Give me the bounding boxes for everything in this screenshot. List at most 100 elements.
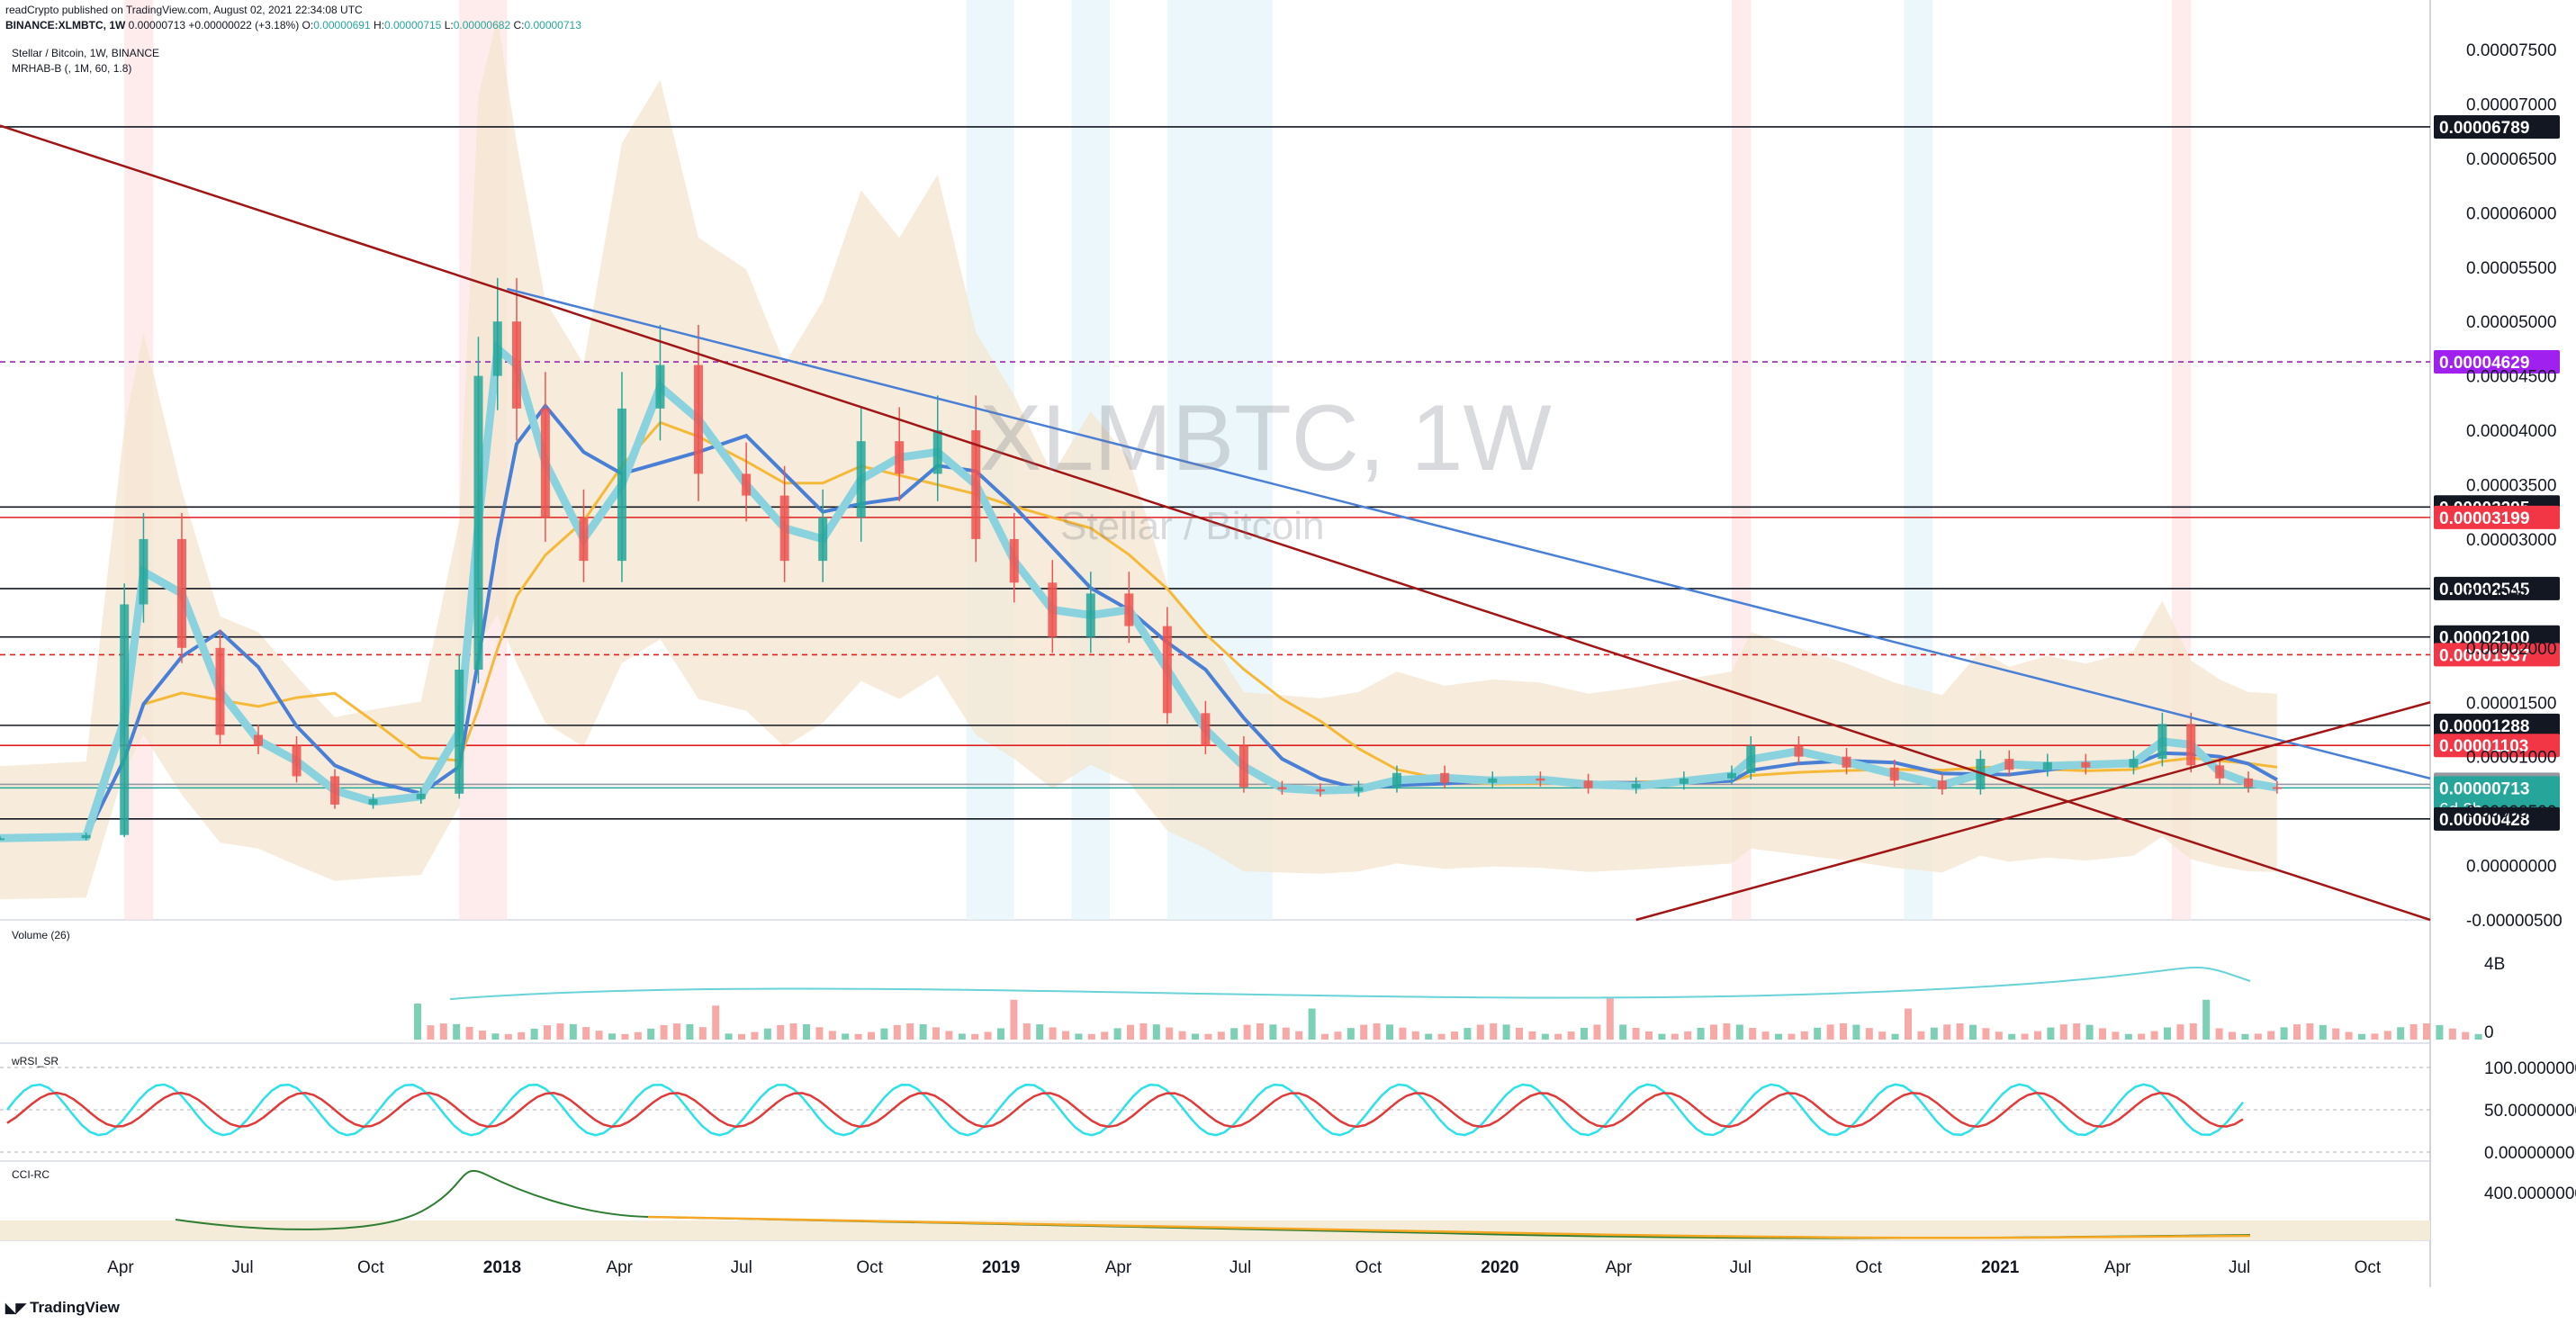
- candle-body: [1889, 767, 1899, 781]
- candle-body: [330, 776, 340, 805]
- legend-title[interactable]: Stellar / Bitcoin, 1W, BINANCE: [12, 47, 160, 59]
- volume-bar: [2423, 1023, 2430, 1040]
- candle-body: [1048, 582, 1058, 637]
- cci-pane-title[interactable]: CCI-RC: [12, 1168, 50, 1181]
- level-label-box: [2434, 643, 2560, 667]
- candle-body: [1162, 626, 1172, 714]
- candle-body: [2157, 724, 2167, 760]
- candle-body: [1315, 788, 1325, 792]
- volume-bar: [595, 1031, 603, 1040]
- volume-bar: [1127, 1024, 1134, 1040]
- volume-bar: [1178, 1031, 1186, 1040]
- volume-bar: [2371, 1033, 2379, 1040]
- volume-bar: [2034, 1031, 2041, 1040]
- volume-bar: [1217, 1031, 1225, 1040]
- volume-bar: [1567, 1031, 1575, 1040]
- volume-bar: [2112, 1031, 2120, 1040]
- candle-body: [492, 321, 502, 376]
- volume-bar: [2293, 1024, 2301, 1040]
- volume-bar: [1891, 1033, 1899, 1040]
- price-change: +0.00000022 (+3.18%): [188, 19, 300, 32]
- volume-bar: [1645, 1031, 1653, 1040]
- volume-bar: [2462, 1031, 2470, 1040]
- time-tick-label: Jul: [731, 1258, 752, 1277]
- volume-bar: [2241, 1033, 2249, 1040]
- level-label: 0.00001288: [2439, 717, 2529, 736]
- volume-bar: [1502, 1024, 1510, 1040]
- volume-bar: [2176, 1024, 2184, 1040]
- rsi-tick-label: 100.00000000: [2484, 1059, 2576, 1078]
- open-value: 0.00000691: [313, 19, 371, 32]
- volume-bar: [530, 1028, 538, 1040]
- volume-bar: [1347, 1028, 1355, 1040]
- price-tick-label: 0.00001500: [2466, 694, 2556, 713]
- volume-bar: [842, 1033, 850, 1040]
- volume-bar: [1619, 1024, 1627, 1040]
- volume-bar: [1101, 1031, 1109, 1040]
- volume-bar: [647, 1028, 655, 1040]
- volume-bar: [1230, 1028, 1238, 1040]
- volume-bar: [1087, 1033, 1095, 1040]
- volume-bar: [1840, 1023, 1847, 1040]
- volume-bar: [2397, 1027, 2405, 1040]
- volume-bar: [1516, 1027, 1523, 1040]
- volume-bar: [1684, 1031, 1692, 1040]
- volume-bar: [2229, 1031, 2236, 1040]
- candle-body: [1201, 713, 1211, 746]
- time-tick-label: Jul: [1730, 1258, 1752, 1277]
- level-label-box: [2434, 806, 2560, 831]
- volume-bar: [2409, 1023, 2418, 1040]
- volume-bar: [2448, 1028, 2456, 1040]
- candle-body: [1354, 787, 1364, 792]
- candle-body: [1277, 787, 1287, 789]
- volume-bar: [673, 1023, 680, 1040]
- volume-bar: [1010, 999, 1018, 1040]
- candle-body: [2186, 724, 2196, 766]
- volume-bar: [2085, 1024, 2094, 1040]
- candle-body: [693, 365, 703, 474]
- volume-bar: [751, 1031, 759, 1040]
- volume-bar: [1606, 998, 1614, 1040]
- candle-body: [1631, 783, 1641, 788]
- candle-body: [742, 473, 752, 496]
- volume-bar: [1749, 1028, 1757, 1040]
- volume-bar: [569, 1023, 577, 1040]
- volume-ma-line: [449, 966, 2251, 1000]
- candle-body: [2081, 761, 2091, 768]
- volume-pane-title[interactable]: Volume (26): [12, 929, 70, 941]
- volume-bar: [738, 1033, 745, 1040]
- level-label: 0.00002545: [2439, 581, 2530, 599]
- candle-body: [1937, 780, 1947, 789]
- candle-body: [1746, 745, 1756, 773]
- candle-body: [292, 745, 302, 777]
- volume-bar: [1152, 1024, 1160, 1040]
- candle-body: [1727, 772, 1737, 779]
- candle-body: [1842, 756, 1851, 768]
- legend-indicator[interactable]: MRHAB-B (, 1M, 60, 1.8): [12, 62, 132, 75]
- level-label-box: [2434, 505, 2560, 529]
- candle-body: [416, 793, 426, 799]
- volume-bar: [686, 1023, 694, 1040]
- price-tick-label: 0.00002000: [2466, 640, 2556, 659]
- time-tick-label: Jul: [2229, 1258, 2250, 1277]
- price-tick-label: 0.00006000: [2466, 204, 2556, 223]
- volume-bar: [1321, 1033, 1329, 1040]
- volume-bar: [712, 1005, 720, 1040]
- tradingview-logo[interactable]: ◣◤ TradingView: [5, 1299, 120, 1317]
- candle-body: [455, 669, 464, 794]
- rsi-red-line: [6, 1091, 2244, 1129]
- low-value: 0.00000682: [453, 19, 511, 32]
- volume-bar: [2345, 1031, 2353, 1040]
- volume-bar: [1282, 1027, 1290, 1040]
- volume-bar: [893, 1024, 901, 1040]
- volume-bar: [1917, 1031, 1925, 1040]
- price-tick-label: 0.00006500: [2466, 150, 2556, 169]
- time-tick-label: 2021: [1981, 1258, 2020, 1277]
- cci-tick-label: 400.00000000: [2484, 1184, 2576, 1203]
- volume-bar: [1982, 1028, 1990, 1040]
- volume-bar: [1956, 1023, 1964, 1040]
- wrsi-pane-title[interactable]: wRSI_SR: [12, 1055, 59, 1067]
- time-tick-label: Oct: [1356, 1258, 1383, 1277]
- high-value: 0.00000715: [383, 19, 442, 32]
